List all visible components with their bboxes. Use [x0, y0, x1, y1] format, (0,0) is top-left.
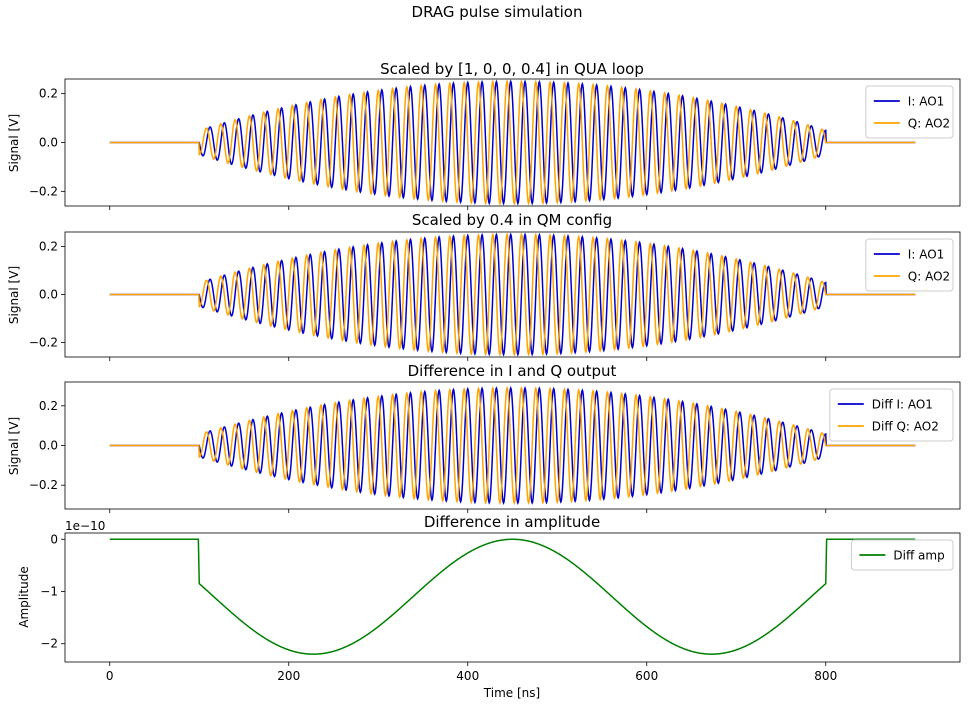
- legend-box: [850, 539, 954, 571]
- subplot-1: Scaled by [1, 0, 0, 0.4] in QUA loop Sig…: [7, 60, 961, 210]
- axes-frame: [64, 231, 961, 358]
- xtick-label: 0: [106, 669, 114, 683]
- subplot-4-title: Difference in amplitude: [424, 513, 600, 531]
- legend-label: Q: AO2: [908, 117, 950, 131]
- ytick-label: 0.0: [39, 136, 58, 150]
- ytick-label: 0.2: [39, 87, 58, 101]
- ytick-label: −0.2: [29, 184, 58, 198]
- axes-frame: [64, 532, 961, 663]
- subplot-3-ylabel: Signal [V]: [7, 417, 21, 475]
- subplot-3-title: Difference in I and Q output: [408, 362, 617, 380]
- ytick-label: 0.0: [39, 288, 58, 302]
- ytick-label: 0.2: [39, 239, 58, 253]
- subplot-1-title: Scaled by [1, 0, 0, 0.4] in QUA loop: [380, 60, 644, 78]
- series-line-1: [109, 538, 916, 655]
- series-line-2: [109, 232, 916, 357]
- ytick-label: −1: [40, 584, 58, 598]
- legend-label: I: AO1: [908, 248, 944, 262]
- subplot-2-ylabel: Signal [V]: [7, 266, 21, 324]
- axes-frame: [64, 381, 961, 510]
- series-line-2: [109, 385, 916, 506]
- legend-box: [865, 85, 954, 139]
- subplot-2-title: Scaled by 0.4 in QM config: [412, 211, 612, 229]
- legend-label: Q: AO2: [908, 270, 950, 284]
- axes-frame: [64, 78, 961, 207]
- legend-box: [865, 238, 954, 292]
- subplot-4-ylabel: Amplitude: [17, 566, 31, 628]
- series-line-2: [109, 79, 916, 206]
- legend-box: [829, 388, 954, 442]
- legend-label: Diff amp: [893, 549, 944, 563]
- xtick-label: 400: [456, 669, 479, 683]
- subplot-4-offset-text: 1e−10: [65, 519, 105, 533]
- subplot-3: Difference in I and Q output Signal [V] …: [7, 362, 961, 513]
- subplot-1-ylabel: Signal [V]: [7, 114, 21, 172]
- xtick-label: 800: [814, 669, 837, 683]
- ytick-label: −0.2: [29, 336, 58, 350]
- legend-label: I: AO1: [908, 95, 944, 109]
- subplot-2: Scaled by 0.4 in QM config Signal [V] −0…: [7, 211, 961, 361]
- subplot-4-xlabel: Time [ns]: [483, 686, 540, 700]
- ytick-label: 0: [50, 532, 58, 546]
- ytick-label: −2: [40, 637, 58, 651]
- ytick-label: −0.2: [29, 478, 58, 492]
- xtick-label: 600: [635, 669, 658, 683]
- ytick-label: 0.2: [39, 399, 58, 413]
- xtick-label: 200: [277, 669, 300, 683]
- legend-label: Diff Q: AO2: [872, 420, 939, 434]
- ytick-label: 0.0: [39, 439, 58, 453]
- subplot-4: Difference in amplitude Amplitude 1e−10 …: [17, 513, 961, 700]
- legend-label: Diff I: AO1: [872, 398, 933, 412]
- figure-suptitle: DRAG pulse simulation: [412, 3, 583, 21]
